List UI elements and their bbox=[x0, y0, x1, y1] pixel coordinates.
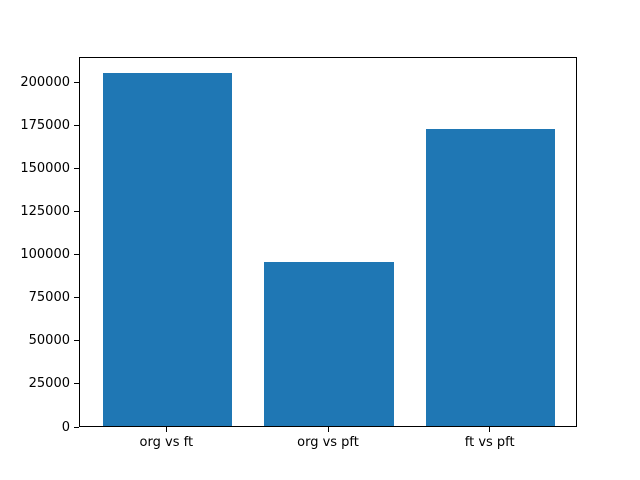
x-axis-tick bbox=[165, 427, 167, 432]
y-axis-tick-label: 200000 bbox=[20, 74, 70, 90]
y-axis-tick bbox=[74, 340, 79, 342]
x-axis-tick bbox=[327, 427, 329, 432]
y-axis-tick bbox=[74, 81, 79, 83]
y-axis-tick-label: 50000 bbox=[28, 333, 70, 349]
x-axis-tick-label: org vs ft bbox=[139, 435, 194, 450]
y-axis-tick bbox=[74, 210, 79, 212]
bar-ft-vs-pft bbox=[426, 128, 556, 426]
y-axis-tick bbox=[74, 167, 79, 169]
y-axis-tick bbox=[74, 254, 79, 255]
y-axis-tick bbox=[74, 124, 79, 126]
x-axis-tick-label: ft vs pft bbox=[464, 435, 515, 450]
y-axis-tick bbox=[74, 426, 79, 428]
bar-org-vs-ft bbox=[102, 73, 232, 426]
y-axis-tick-label: 100000 bbox=[20, 247, 70, 262]
x-axis-tick bbox=[489, 427, 491, 432]
y-axis-tick-label: 175000 bbox=[20, 117, 70, 133]
y-axis-tick-label: 25000 bbox=[28, 376, 70, 392]
y-axis-tick bbox=[74, 297, 79, 299]
x-axis-tick-label: org vs pft bbox=[297, 435, 359, 450]
y-axis-tick-label: 150000 bbox=[20, 160, 70, 176]
y-axis-tick-label: 0 bbox=[61, 419, 70, 435]
y-axis-tick-label: 125000 bbox=[20, 203, 70, 219]
plot-area bbox=[79, 57, 577, 427]
y-axis-tick-label: 75000 bbox=[28, 290, 70, 306]
bar-org-vs-pft bbox=[264, 262, 394, 426]
y-axis-tick bbox=[74, 383, 79, 385]
